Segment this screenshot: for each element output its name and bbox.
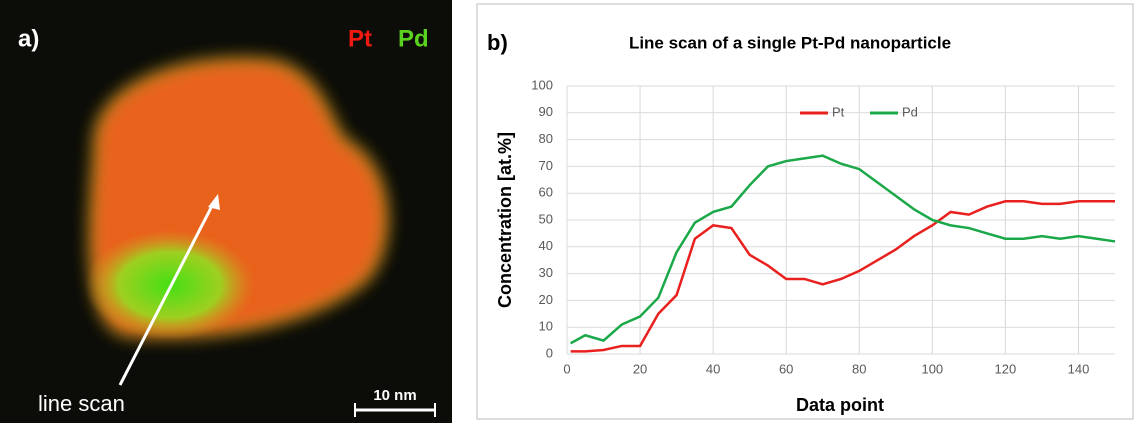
panel-label: a) (18, 25, 39, 52)
y-tick-label: 50 (539, 211, 553, 226)
y-tick-label: 20 (539, 292, 553, 307)
legend-label: Pd (902, 104, 918, 119)
y-tick-label: 60 (539, 185, 553, 200)
line-series (570, 154, 1116, 345)
panel-label: b) (487, 30, 508, 55)
y-tick-label: 70 (539, 158, 553, 173)
x-tick-label: 100 (921, 361, 943, 376)
line-series (570, 199, 1115, 353)
x-tick-label: 120 (995, 361, 1017, 376)
x-tick-label: 20 (633, 361, 647, 376)
y-axis-label: Concentration [at.%] (495, 132, 515, 308)
chart-frame (476, 3, 1134, 420)
scale-bar-label: 10 nm (373, 387, 416, 404)
y-tick-label: 30 (539, 265, 553, 280)
y-tick-label: 10 (539, 319, 553, 334)
x-tick-label: 40 (706, 361, 720, 376)
x-tick-label: 0 (563, 361, 570, 376)
annotation: line scan (38, 391, 125, 416)
y-tick-label: 100 (531, 77, 553, 92)
micrograph: a) Pt Pd line scan 10 nm (0, 0, 452, 423)
x-tick-label: 80 (852, 361, 866, 376)
y-tick-label: 90 (539, 104, 553, 119)
y-tick-label: 0 (546, 345, 553, 360)
x-tick-label: 60 (779, 361, 793, 376)
legend-pd: Pd (398, 25, 429, 52)
y-tick-label: 80 (539, 131, 553, 146)
chart-title: Line scan of a single Pt-Pd nanoparticle (629, 33, 951, 52)
legend-label: Pt (832, 104, 845, 119)
y-tick-label: 40 (539, 238, 553, 253)
legend-pt: Pt (348, 25, 372, 52)
x-tick-label: 140 (1068, 361, 1090, 376)
x-axis-label: Data point (796, 395, 884, 415)
